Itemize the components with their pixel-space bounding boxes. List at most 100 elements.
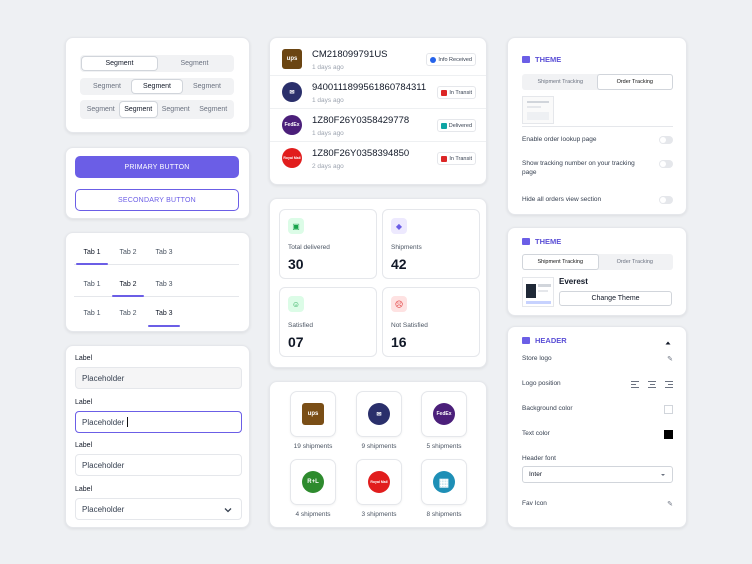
segment-option[interactable]: Segment <box>180 60 209 67</box>
ups-icon: ups <box>282 49 302 69</box>
tabs-card: Tab 1 Tab 2 Tab 3 Tab 1 Tab 2 Tab 3 Tab … <box>65 232 250 332</box>
segment-option[interactable]: Segment <box>161 106 190 113</box>
shipment-count: 9 shipments <box>361 443 397 450</box>
field-label: Label <box>75 442 93 449</box>
row-label: Background color <box>522 405 573 412</box>
segment-option[interactable]: Segment <box>92 83 122 90</box>
shipment-count: 8 shipments <box>426 511 462 518</box>
change-theme-button[interactable]: Change Theme <box>559 291 672 306</box>
form-card: Label Placeholder Label Placeholder Labe… <box>65 345 250 528</box>
stat-value: 07 <box>288 334 304 350</box>
field-placeholder: Placeholder <box>82 373 125 383</box>
carrier-grid[interactable]: ▦ 8 shipments <box>421 459 467 518</box>
carrier-logo-box: Royal Mail <box>356 459 402 505</box>
status-text: Info Received <box>438 56 472 63</box>
tab-order-tracking[interactable]: Order Tracking <box>616 259 653 265</box>
align-center-icon[interactable] <box>648 381 656 388</box>
tab-3[interactable]: Tab 3 <box>146 306 182 327</box>
box-icon: ▣ <box>288 218 304 234</box>
theme-preview-thumbnail <box>522 96 554 124</box>
stat-label: Total delivered <box>288 244 330 251</box>
text-caret <box>127 417 129 427</box>
tab-1[interactable]: Tab 1 <box>83 310 101 317</box>
tracking-number: 9400111899561860784311 <box>312 82 427 93</box>
carrier-royalmail[interactable]: Royal Mail 3 shipments <box>356 459 402 518</box>
stat-label: Satisfied <box>288 322 313 329</box>
tab-3[interactable]: Tab 3 <box>155 249 173 256</box>
pencil-icon[interactable]: ✎ <box>667 501 673 508</box>
toggle-switch[interactable] <box>659 136 673 144</box>
tab-shipment-tracking[interactable]: Shipment Tracking <box>537 79 584 85</box>
status-text: Delivered <box>448 122 472 129</box>
status-badge: Info Received <box>426 53 476 66</box>
stat-total-delivered: ▣ Total delivered 30 <box>279 209 377 279</box>
field-label: Label <box>75 486 93 493</box>
status-badge: Delivered <box>436 119 476 132</box>
usps-icon: ✉ <box>368 403 390 425</box>
color-swatch-white[interactable] <box>664 405 673 414</box>
toggle-switch[interactable] <box>659 196 673 204</box>
toggle-switch[interactable] <box>659 160 673 168</box>
tab-order-tracking[interactable]: Order Tracking <box>597 75 672 89</box>
tab-2[interactable]: Tab 2 <box>110 277 146 297</box>
align-left-icon[interactable] <box>631 381 639 388</box>
text-field-focused[interactable]: Placeholder <box>75 411 242 433</box>
segment-option[interactable]: Segment <box>86 106 115 113</box>
fedex-icon: FedEx <box>433 403 455 425</box>
segment-option[interactable]: Segment <box>192 83 222 90</box>
tracking-number: 1Z80F26Y0358429778 <box>312 115 410 126</box>
shipment-count: 4 shipments <box>295 511 331 518</box>
text-field-filled[interactable]: Placeholder <box>75 367 242 389</box>
tab-2[interactable]: Tab 2 <box>119 310 137 317</box>
carriers-card: ups 19 shipments ✉ 9 shipments FedEx 5 s… <box>269 381 487 528</box>
status-text: In Transit <box>449 89 472 96</box>
select-value: Inter <box>529 471 543 478</box>
truck-icon <box>441 155 448 162</box>
segment-option[interactable]: Segment <box>199 106 228 113</box>
tab-1[interactable]: Tab 1 <box>83 281 101 288</box>
pencil-icon[interactable]: ✎ <box>667 356 673 363</box>
stat-not-satisfied: ☹ Not Satisfied 16 <box>382 287 480 357</box>
carrier-ups[interactable]: ups 19 shipments <box>290 391 336 450</box>
tab-1[interactable]: Tab 1 <box>74 245 110 265</box>
select-field[interactable]: Placeholder <box>75 498 242 520</box>
shipment-row[interactable]: FedEx 1Z80F26Y0358429778 1 days ago Deli… <box>270 109 486 142</box>
carrier-usps[interactable]: ✉ 9 shipments <box>356 391 402 450</box>
secondary-button[interactable]: SECONDARY BUTTON <box>75 189 239 211</box>
toggle-label: Hide all orders view section <box>522 196 602 203</box>
tab-shipment-tracking[interactable]: Shipment Tracking <box>523 255 598 269</box>
primary-button[interactable]: PRIMARY BUTTON <box>75 156 239 178</box>
section-title: THEME <box>522 55 561 64</box>
color-swatch-black[interactable] <box>664 430 673 439</box>
header-font-select[interactable]: Inter <box>522 466 673 483</box>
carrier-fedex[interactable]: FedEx 5 shipments <box>421 391 467 450</box>
chevron-up-icon[interactable] <box>664 339 672 347</box>
align-right-icon[interactable] <box>665 381 673 388</box>
tab-3[interactable]: Tab 3 <box>155 281 173 288</box>
field-placeholder: Placeholder <box>82 504 125 514</box>
carrier-rl[interactable]: R+L 4 shipments <box>290 459 336 518</box>
segment-option[interactable]: Segment <box>132 80 182 93</box>
tracking-number: 1Z80F26Y0358394850 <box>312 148 410 159</box>
stat-value: 42 <box>391 256 407 272</box>
section-title: THEME <box>522 237 561 246</box>
header-settings-card: HEADER Store logo ✎ Logo position Backgro… <box>507 326 687 528</box>
tab-2[interactable]: Tab 2 <box>119 249 137 256</box>
shipment-row[interactable]: ✉ 9400111899561860784311 1 days ago In T… <box>270 76 486 109</box>
segment-option[interactable]: Segment <box>119 102 157 117</box>
carrier-logo-box: ups <box>290 391 336 437</box>
shipment-row[interactable]: ups CM218099791US 1 days ago Info Receiv… <box>270 43 486 76</box>
sad-icon: ☹ <box>391 296 407 312</box>
theme-preview-thumbnail <box>522 277 554 307</box>
shipment-time: 1 days ago <box>312 97 344 104</box>
shipment-time: 2 days ago <box>312 163 344 170</box>
tab-bar-1: Tab 1 Tab 2 Tab 3 <box>74 245 239 265</box>
theme-card-shipment: THEME Shipment Tracking Order Tracking E… <box>507 227 687 316</box>
shipment-row[interactable]: Royal Mail 1Z80F26Y0358394850 2 days ago… <box>270 142 486 175</box>
text-field[interactable]: Placeholder <box>75 454 242 476</box>
row-label: Logo position <box>522 380 561 387</box>
section-title-text: THEME <box>535 55 562 64</box>
buttons-card: PRIMARY BUTTON SECONDARY BUTTON <box>65 147 250 219</box>
segment-option[interactable]: Segment <box>82 57 157 70</box>
shipments-list-card: ups CM218099791US 1 days ago Info Receiv… <box>269 37 487 185</box>
